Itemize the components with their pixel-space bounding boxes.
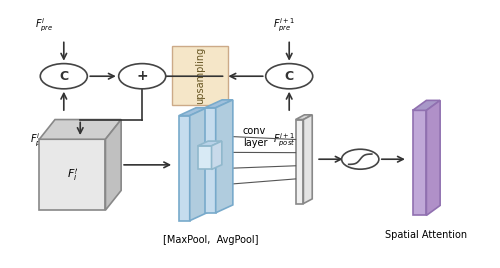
Text: C: C <box>59 70 69 83</box>
Circle shape <box>342 149 379 169</box>
Polygon shape <box>198 146 211 169</box>
Polygon shape <box>40 139 106 210</box>
Polygon shape <box>40 120 121 139</box>
Polygon shape <box>412 110 426 215</box>
Text: +: + <box>136 69 148 83</box>
Text: $F^{i}_{pre}$: $F^{i}_{pre}$ <box>35 17 54 34</box>
Polygon shape <box>106 120 121 210</box>
Polygon shape <box>179 108 207 116</box>
Text: $F^{i}_{post}$: $F^{i}_{post}$ <box>30 131 53 149</box>
Polygon shape <box>304 115 312 204</box>
Polygon shape <box>205 100 233 108</box>
Polygon shape <box>179 116 190 221</box>
Circle shape <box>118 64 166 89</box>
FancyBboxPatch shape <box>172 46 228 105</box>
Polygon shape <box>412 100 440 110</box>
Polygon shape <box>212 141 222 169</box>
Text: $F^{\prime}_i$: $F^{\prime}_i$ <box>67 167 78 183</box>
Circle shape <box>266 64 312 89</box>
Text: $F^{i+1}_{pre}$: $F^{i+1}_{pre}$ <box>273 17 295 34</box>
Text: [MaxPool,  AvgPool]: [MaxPool, AvgPool] <box>163 235 258 245</box>
Polygon shape <box>198 141 222 146</box>
Polygon shape <box>216 100 233 213</box>
Polygon shape <box>190 108 207 221</box>
Circle shape <box>40 64 88 89</box>
Polygon shape <box>205 108 216 213</box>
Polygon shape <box>296 115 312 120</box>
Text: Spatial Attention: Spatial Attention <box>386 230 468 240</box>
Polygon shape <box>296 120 304 204</box>
Text: $F^{i+1}_{post}$: $F^{i+1}_{post}$ <box>273 131 295 149</box>
Text: C: C <box>284 70 294 83</box>
Polygon shape <box>426 100 440 215</box>
Text: conv
layer: conv layer <box>242 126 267 148</box>
Text: upsampling: upsampling <box>195 47 205 104</box>
